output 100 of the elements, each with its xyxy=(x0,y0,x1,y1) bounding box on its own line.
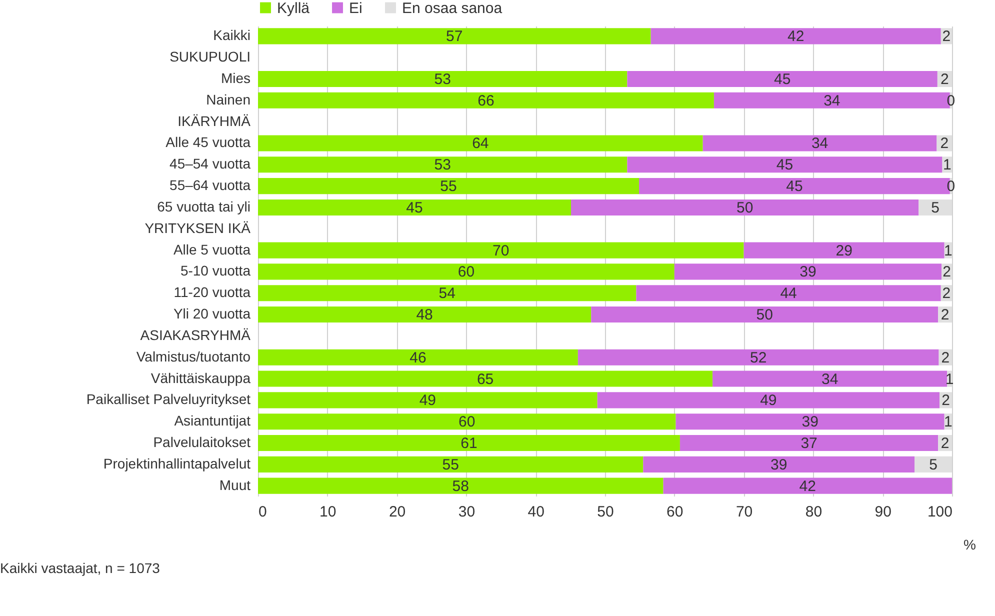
data-label: 45 xyxy=(776,156,794,174)
x-tick-label: 20 xyxy=(388,504,406,520)
data-label: 55 xyxy=(442,456,459,474)
data-label: 46 xyxy=(410,349,426,366)
bar xyxy=(258,242,744,258)
data-label: 60 xyxy=(458,264,475,281)
data-label: 1 xyxy=(944,414,952,431)
data-label: 61 xyxy=(460,435,478,452)
data-label: 1 xyxy=(942,156,952,174)
bar xyxy=(702,135,937,152)
bar xyxy=(258,456,644,472)
y-tick-label: Projektinhallintapalvelut xyxy=(103,455,251,472)
data-label: 45 xyxy=(774,70,791,88)
y-tick-label: Yli 20 vuotta xyxy=(173,306,251,322)
data-label: 54 xyxy=(438,285,456,302)
data-label: 34 xyxy=(811,135,828,152)
bar xyxy=(663,478,952,494)
data-label: 53 xyxy=(434,156,451,174)
bar xyxy=(744,242,944,258)
data-label: 5 xyxy=(929,456,938,474)
bar xyxy=(258,199,571,216)
bar xyxy=(914,456,952,472)
y-tick-label: 45–54 vuotta xyxy=(170,156,251,172)
y-tick-label: Kaikki xyxy=(213,27,250,44)
data-label: 2 xyxy=(940,135,949,152)
data-label: 5 xyxy=(931,199,940,216)
bar xyxy=(258,478,664,494)
x-tick-label: 80 xyxy=(805,504,822,520)
y-tick-label: Muut xyxy=(219,476,251,493)
data-label: 45 xyxy=(786,178,803,196)
data-label: 2 xyxy=(942,285,951,302)
x-tick-label: 30 xyxy=(458,504,476,520)
data-label: 2 xyxy=(940,435,950,452)
bar xyxy=(258,349,578,366)
bar xyxy=(578,349,939,366)
data-label: 34 xyxy=(822,370,838,388)
bar xyxy=(258,178,640,194)
bar xyxy=(258,135,703,152)
x-tick-label: 90 xyxy=(874,504,892,520)
bar xyxy=(258,414,676,430)
bar xyxy=(680,434,938,452)
data-label: 42 xyxy=(799,478,816,495)
bar xyxy=(258,28,651,44)
x-tick-label: 70 xyxy=(736,504,753,520)
bar xyxy=(636,285,941,302)
bar xyxy=(258,306,592,323)
x-tick-label: 40 xyxy=(528,504,544,520)
data-label: 2 xyxy=(941,349,950,366)
data-label: 64 xyxy=(472,135,489,152)
bar xyxy=(258,92,714,108)
y-tick-label: 65 vuotta tai yli xyxy=(157,198,250,214)
y-tick-label: SUKUPUOLI xyxy=(170,48,250,65)
y-tick-label: Mies xyxy=(220,70,250,86)
x-tick-label: 60 xyxy=(666,504,684,520)
y-tick-label: 55–64 vuotta xyxy=(170,177,251,194)
data-label: 50 xyxy=(756,306,773,324)
bar xyxy=(712,370,948,387)
data-label: 37 xyxy=(800,435,818,452)
data-label: 2 xyxy=(940,70,949,88)
data-label: 55 xyxy=(440,178,457,196)
bar xyxy=(591,306,938,323)
bar xyxy=(674,264,942,280)
bar xyxy=(258,392,598,408)
data-label: 48 xyxy=(416,306,433,324)
data-label: 50 xyxy=(736,199,754,216)
data-label: 34 xyxy=(824,92,840,110)
y-tick-label: Alle 5 vuotta xyxy=(173,241,251,258)
x-axis-title: % xyxy=(964,536,976,552)
y-tick-label: ASIAKASRYHMÄ xyxy=(140,326,252,343)
data-label: 52 xyxy=(750,349,767,366)
data-label: 42 xyxy=(788,28,804,46)
y-tick-label: Alle 45 vuotta xyxy=(166,134,251,150)
data-label: 53 xyxy=(434,70,451,88)
bar xyxy=(570,199,919,216)
y-tick-label: YRITYKSEN IKÄ xyxy=(144,220,252,236)
data-label: 39 xyxy=(770,456,788,474)
data-label: 2 xyxy=(942,264,951,281)
y-tick-label: Vähittäiskauppa xyxy=(150,370,251,386)
data-label: 66 xyxy=(478,92,494,110)
x-tick-label: 50 xyxy=(597,504,614,520)
bar xyxy=(258,434,680,452)
text: Kaikki vastaajat, n = 1073 xyxy=(0,560,160,576)
data-label: 70 xyxy=(492,242,510,260)
bar xyxy=(258,264,674,280)
data-label: 60 xyxy=(458,414,476,431)
bar xyxy=(258,70,628,88)
y-tick-label: Valmistus/tuotanto xyxy=(136,348,251,364)
data-label: 29 xyxy=(836,242,852,260)
bar xyxy=(627,70,938,88)
bar xyxy=(643,456,915,472)
data-label: 44 xyxy=(780,285,797,302)
bar xyxy=(258,370,713,387)
data-label: 2 xyxy=(942,28,951,46)
y-tick-label: Palvelulaitokset xyxy=(153,434,251,450)
x-tick-label: 10 xyxy=(320,504,336,520)
data-label: 45 xyxy=(406,199,423,216)
y-tick-label: 11-20 vuotta xyxy=(174,284,251,300)
data-label: 58 xyxy=(452,478,469,495)
data-label: 49 xyxy=(760,392,777,410)
data-label: 39 xyxy=(800,264,816,281)
